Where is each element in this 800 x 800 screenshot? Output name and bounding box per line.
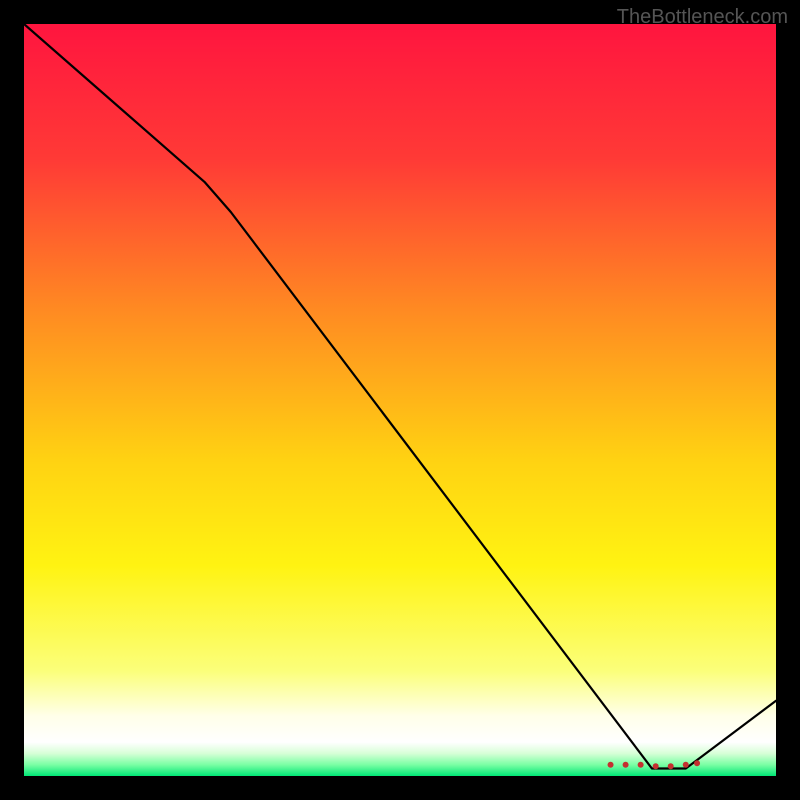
plot-line-layer (24, 24, 776, 776)
chart-container: TheBottleneck.com (0, 0, 800, 800)
watermark-text: TheBottleneck.com (617, 6, 788, 29)
